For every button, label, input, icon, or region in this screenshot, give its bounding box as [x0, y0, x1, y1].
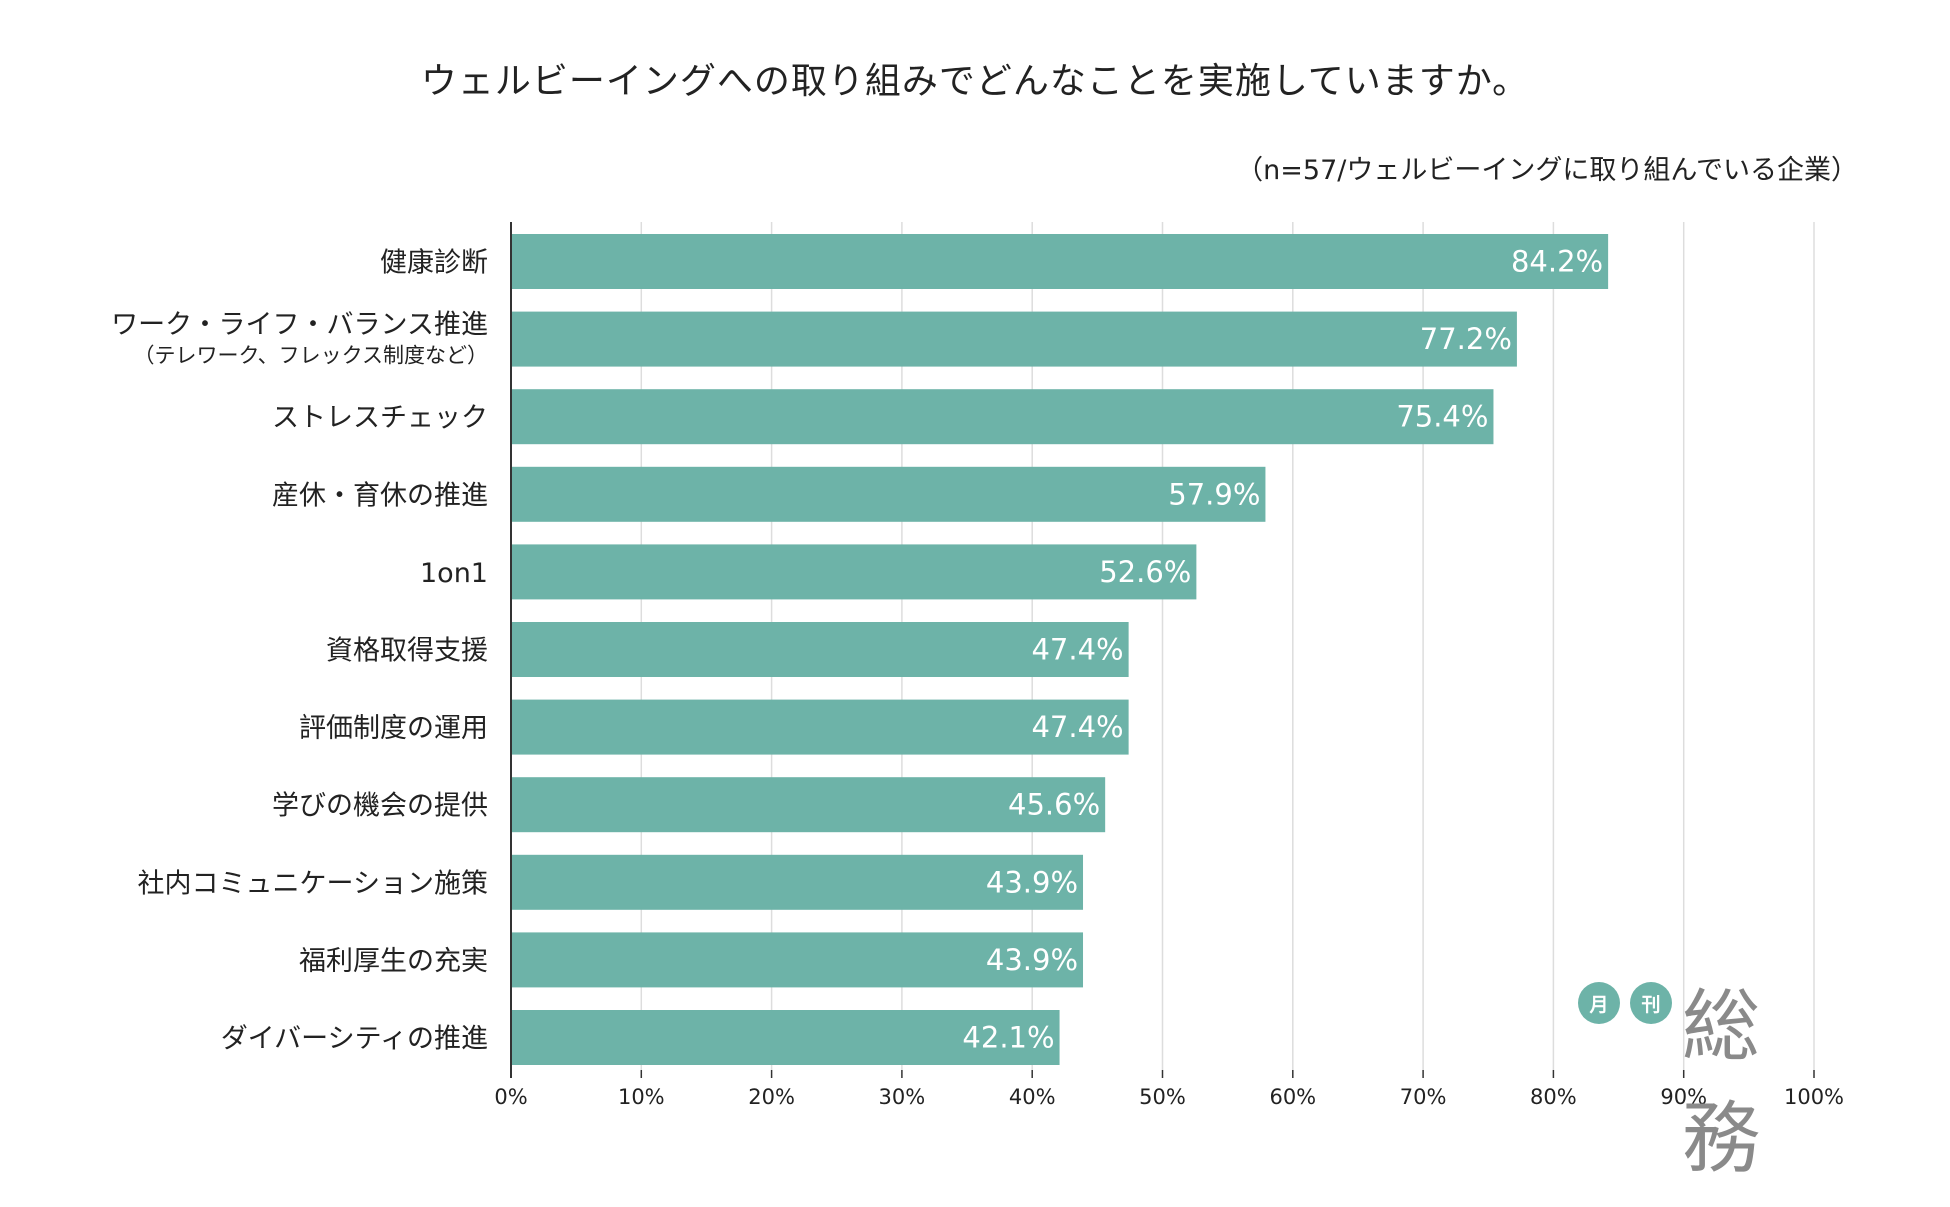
value-label: 52.6%: [1099, 555, 1191, 589]
x-tick-label: 90%: [1660, 1085, 1707, 1109]
logo-word-somu: 総務: [1682, 982, 1760, 1184]
category-label: ダイバーシティの推進: [221, 1024, 488, 1055]
x-tick-label: 20%: [748, 1085, 795, 1109]
bar: [511, 466, 1266, 522]
logo-circle-kan: 刊: [1630, 982, 1672, 1024]
bar: [511, 311, 1517, 367]
category-label: 産休・育休の推進: [272, 480, 488, 511]
value-label: 75.4%: [1396, 400, 1488, 434]
category-label: 学びの機会の提供: [272, 791, 488, 822]
x-tick-label: 0%: [494, 1085, 527, 1109]
x-tick-labels: 0% 10% 20% 30% 40% 50% 60% 70% 80% 90% 100%: [494, 1085, 1844, 1109]
value-label: 84.2%: [1511, 245, 1603, 279]
bar: [511, 234, 1609, 289]
chart-title: ウェルビーイングへの取り組みでどんなことを実施していますか。: [420, 61, 1530, 102]
value-label: 47.4%: [1031, 710, 1123, 744]
x-tick-label: 100%: [1784, 1085, 1844, 1109]
value-label: 57.9%: [1168, 477, 1260, 511]
value-label: 43.9%: [986, 865, 1078, 899]
category-label: 健康診断: [380, 248, 488, 279]
gekkan-somu-logo: 月 刊 総務: [1578, 968, 1814, 1184]
value-label: 77.2%: [1420, 322, 1512, 356]
value-label: 45.6%: [1008, 788, 1100, 822]
bars: 84.2% 77.2% 75.4% 57.9% 52.6% 47.4% 47.4% 45.6%…: [511, 234, 1609, 1065]
chart-subtitle: （n=57/ウェルビーイングに取り組んでいる企業）: [1236, 155, 1858, 186]
x-tick-label: 50%: [1139, 1085, 1186, 1109]
bar: [511, 389, 1494, 445]
category-label: 資格取得支援: [326, 636, 488, 667]
value-label: 42.1%: [962, 1021, 1054, 1055]
category-sublabel: （テレワーク、フレックス制度など）: [134, 344, 488, 368]
bar: [511, 932, 1084, 988]
x-tick-label: 40%: [1009, 1085, 1056, 1109]
x-tick-label: 60%: [1269, 1085, 1316, 1109]
category-label: 社内コミュニケーション施策: [138, 868, 488, 899]
category-label: ストレスチェック: [272, 403, 488, 434]
bar: [511, 622, 1129, 677]
value-label: 43.9%: [986, 943, 1078, 977]
logo-circle-getsu: 月: [1578, 982, 1620, 1024]
x-tick-label: 80%: [1530, 1085, 1577, 1109]
category-label: 福利厚生の充実: [299, 946, 488, 977]
x-tick-label: 30%: [879, 1085, 926, 1109]
category-label: ワーク・ライフ・バランス推進: [111, 310, 488, 341]
category-label: 評価制度の運用: [299, 713, 488, 744]
bar: [511, 854, 1084, 910]
bar: [511, 1010, 1060, 1065]
category-label: 1on1: [420, 558, 488, 589]
value-label: 47.4%: [1031, 633, 1123, 667]
x-tick-label: 10%: [618, 1085, 665, 1109]
bar: [511, 544, 1197, 600]
bar: [511, 777, 1106, 833]
x-tick-label: 70%: [1400, 1085, 1447, 1109]
bar: [511, 699, 1129, 755]
